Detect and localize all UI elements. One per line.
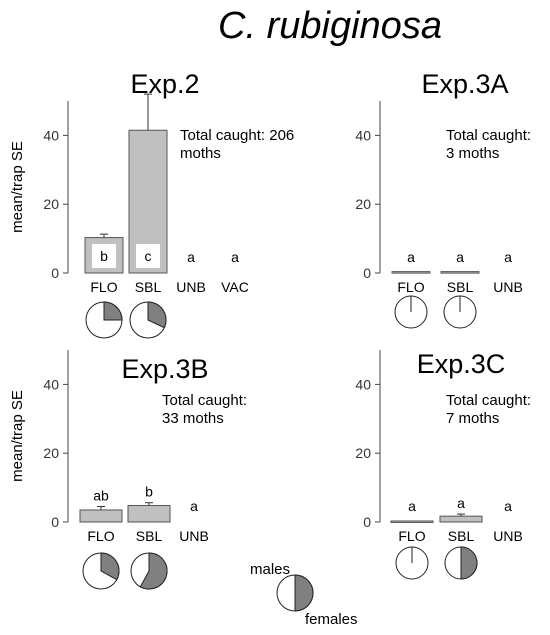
category-label-unb: UNB [493, 279, 523, 295]
y-tick-label: 20 [355, 445, 371, 461]
legend-males-label: males [250, 561, 290, 578]
letter-box [136, 244, 160, 268]
legend-pie [276, 574, 314, 612]
significance-letter: a [504, 498, 512, 514]
bar-flo [79, 509, 123, 523]
total-caught-annotation: Total caught: [446, 127, 531, 144]
category-label-sbl: SBL [448, 528, 475, 544]
legend-females-label: females [305, 611, 358, 628]
bar-flo [390, 520, 434, 523]
y-tick-label: 40 [43, 376, 59, 392]
y-axis-label: mean/trap SE [9, 390, 26, 482]
letter-box [92, 244, 116, 268]
significance-letter: a [456, 249, 464, 265]
y-tick-label: 0 [51, 265, 59, 281]
category-label-unb: UNB [179, 528, 209, 544]
legend-pie-chart-female-slice [294, 574, 314, 612]
pie-legend: males females [250, 561, 358, 628]
bar-flo [391, 271, 431, 274]
significance-letter: c [145, 248, 152, 264]
category-label-sbl: SBL [447, 279, 474, 295]
panel-exp3c: Exp.3C 0 20 40 Total caught:7 moths a FLO a SBL a… [355, 349, 531, 580]
total-caught-annotation: Total caught: [446, 392, 531, 409]
significance-letter: b [145, 484, 153, 500]
y-tick-label: 0 [363, 265, 371, 281]
sex-ratio-pie-flo [394, 295, 428, 329]
sex-ratio-pie-flo [85, 301, 123, 339]
total-caught-annotation: 3 moths [446, 145, 499, 162]
sex-ratio-pie-sbl [129, 301, 167, 339]
panel-exp2: Exp.2 0 20 40 mean/trap SE Total caught: 206m… [9, 69, 294, 339]
panel-title: Exp.3B [121, 354, 208, 384]
significance-letter: a [231, 249, 239, 265]
category-label-flo: FLO [87, 528, 114, 544]
panel-title: Exp.3A [421, 69, 508, 99]
category-label-sbl: SBL [135, 279, 162, 295]
y-tick-label: 20 [43, 196, 59, 212]
panel-title: Exp.2 [130, 69, 199, 99]
sex-ratio-pie-sbl-female-slice [139, 552, 168, 590]
category-label-flo: FLO [398, 528, 425, 544]
total-caught-annotation: Total caught: 206 [180, 127, 294, 144]
significance-letter: a [407, 249, 415, 265]
total-caught-annotation: 7 moths [446, 410, 499, 427]
total-caught-annotation: moths [180, 145, 221, 162]
category-label-flo: FLO [397, 279, 424, 295]
panel-title: Exp.3C [417, 349, 506, 379]
species-title: C. rubiginosa [218, 5, 442, 47]
y-tick-label: 20 [43, 445, 59, 461]
bar-sbl [440, 271, 480, 274]
significance-letter: ab [93, 488, 109, 504]
total-caught-annotation: 33 moths [162, 410, 224, 427]
sex-ratio-pie-sbl [130, 552, 168, 590]
sex-ratio-pie-sbl [443, 295, 477, 329]
sex-ratio-pie-flo-female-slice [100, 552, 120, 581]
bar-sbl [127, 504, 171, 523]
sex-ratio-pie-sbl-female-slice [147, 301, 167, 329]
y-tick-label: 0 [51, 514, 59, 530]
significance-letter: a [190, 498, 198, 514]
category-label-unb: UNB [176, 279, 206, 295]
total-caught-annotation: Total caught: [162, 392, 247, 409]
y-tick-label: 0 [363, 514, 371, 530]
sex-ratio-pie-flo-female-slice [103, 301, 123, 321]
legend-pie-chart [276, 574, 314, 612]
significance-letter: b [100, 248, 108, 264]
y-tick-label: 40 [43, 127, 59, 143]
significance-letter: a [187, 249, 195, 265]
y-tick-label: 40 [355, 127, 371, 143]
category-label-flo: FLO [90, 279, 117, 295]
bar-sbl [439, 515, 483, 523]
panel-exp3b: Exp.3B 0 20 40 mean/trap SE Total caught:33 m… [9, 350, 247, 590]
category-label-unb: UNB [493, 528, 523, 544]
sex-ratio-pie-sbl-female-slice [460, 546, 478, 580]
significance-letter: a [457, 495, 465, 511]
panel-exp3a: Exp.3A 0 20 40 Total caught:3 moths a FLO a SBL a… [355, 69, 531, 329]
y-tick-label: 40 [355, 376, 371, 392]
sex-ratio-pie-flo [395, 546, 429, 580]
sex-ratio-pie-sbl [444, 546, 478, 580]
category-label-vac: VAC [221, 279, 249, 295]
category-label-sbl: SBL [136, 528, 163, 544]
y-tick-label: 20 [355, 196, 371, 212]
significance-letter: a [408, 498, 416, 514]
sex-ratio-pie-flo [82, 552, 120, 590]
significance-letter: a [504, 249, 512, 265]
y-axis-label: mean/trap SE [9, 141, 26, 233]
